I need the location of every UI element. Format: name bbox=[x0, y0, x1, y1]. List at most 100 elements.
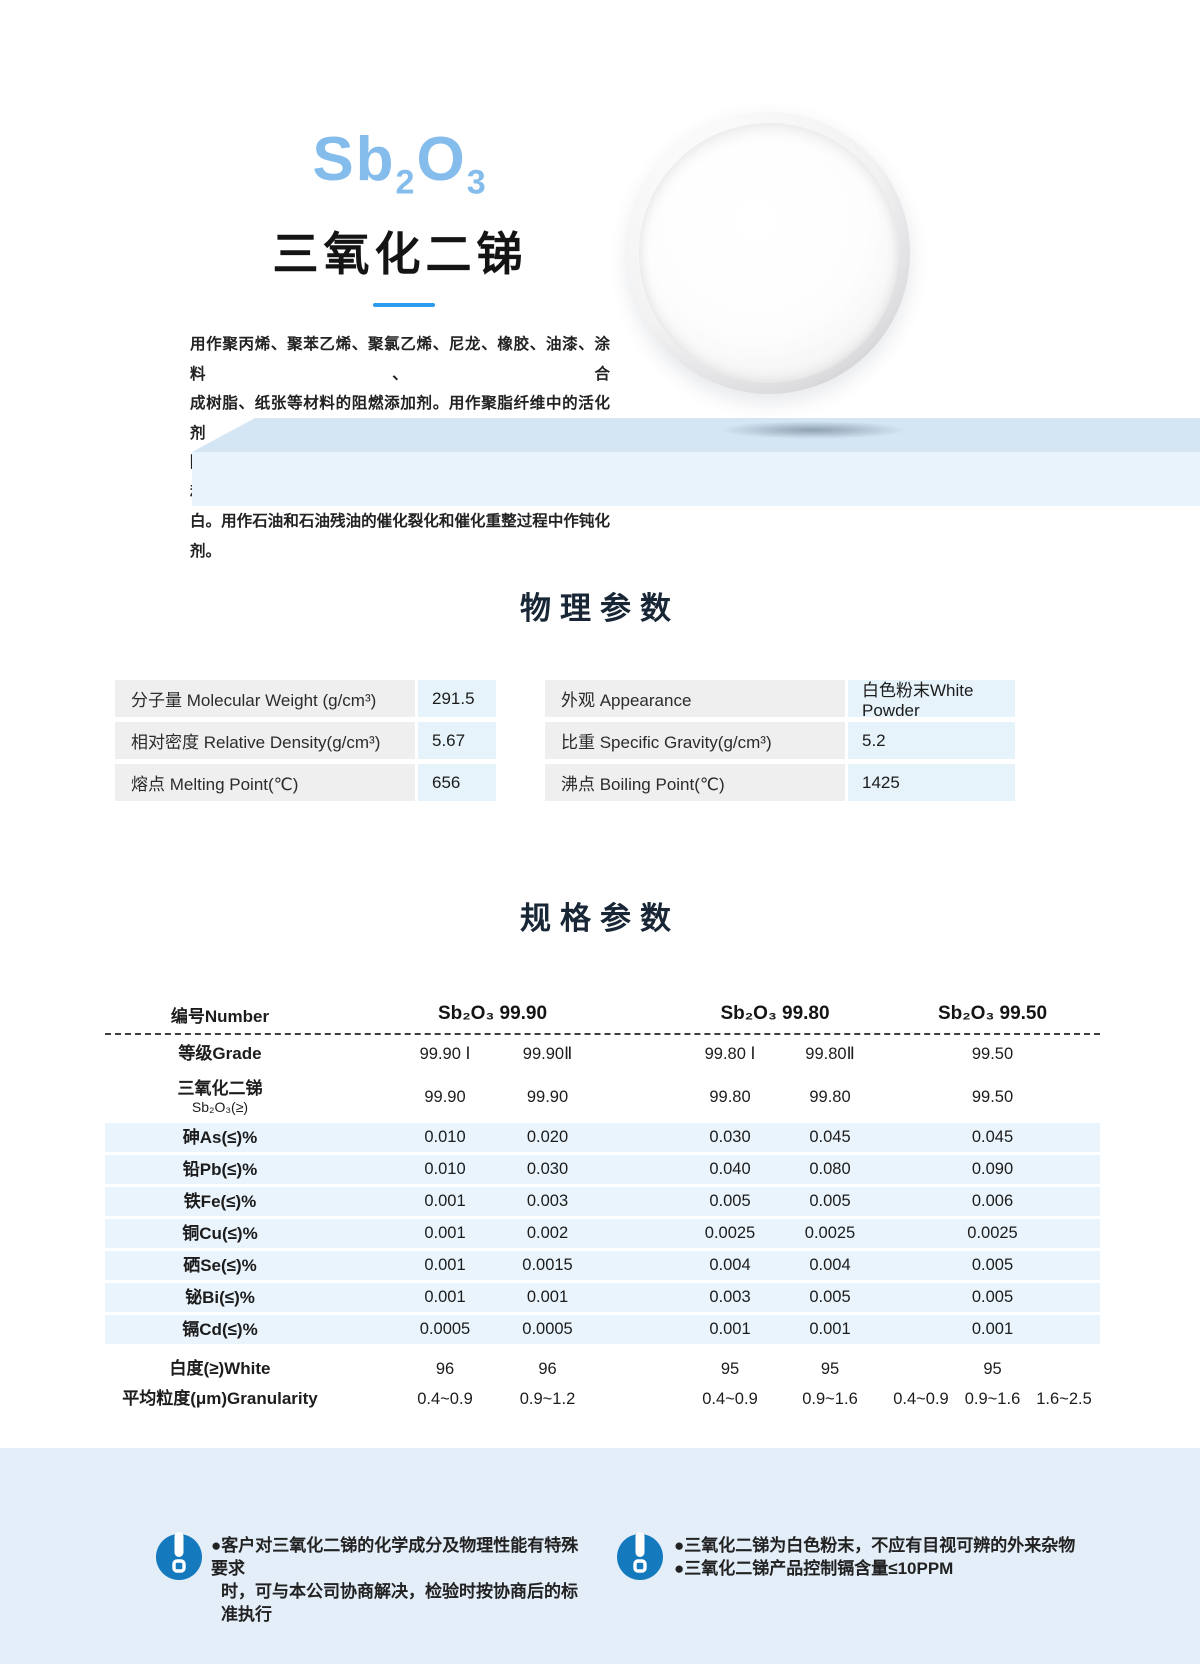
product-name: 三氧化二锑 bbox=[272, 228, 528, 280]
spec-row-purity: 三氧化二锑 Sb₂O₃(≥) 99.90 99.90 99.80 99.80 99… bbox=[105, 1071, 1100, 1123]
spec-row-copper: 铜Cu(≤)% 0.001 0.002 0.0025 0.0025 0.0025 bbox=[105, 1219, 1100, 1248]
cell-value: 0.0015 bbox=[522, 1256, 573, 1274]
cell-value: 1.6~2.5 bbox=[1036, 1389, 1092, 1408]
physical-table-right: 外观 Appearance 白色粉末White Powder 比重 Specif… bbox=[545, 680, 1015, 806]
cell-value: 0.005 bbox=[809, 1192, 851, 1210]
powder-bowl-shadow bbox=[688, 418, 938, 442]
cell-value: 0.040 bbox=[709, 1160, 751, 1178]
cell-value: 99.80 bbox=[709, 1087, 751, 1106]
table-row: 外观 Appearance 白色粉末White Powder bbox=[545, 680, 1015, 720]
cell-value: 0.020 bbox=[526, 1128, 569, 1146]
spec-row-selenium: 硒Se(≤)% 0.001 0.0015 0.004 0.004 0.005 bbox=[105, 1251, 1100, 1280]
cell-value: 0.005 bbox=[971, 1288, 1014, 1306]
spec-row-grade: 等级Grade 99.90 Ⅰ 99.90Ⅱ 99.80 Ⅰ 99.80Ⅱ 99… bbox=[105, 1037, 1100, 1071]
cell-value: 0.005 bbox=[971, 1256, 1014, 1274]
table-row: 相对密度 Relative Density(g/cm³) 5.67 bbox=[115, 722, 496, 759]
row-label: 平均粒度(μm)Granularity bbox=[122, 1389, 318, 1409]
cell-value: 0.001 bbox=[424, 1256, 466, 1274]
param-value: 5.2 bbox=[848, 722, 1015, 759]
note-line: ●三氧化二锑产品控制镉含量≤10PPM bbox=[674, 1559, 954, 1578]
cell-value: 0.090 bbox=[971, 1160, 1014, 1178]
row-label: 铋Bi(≤)% bbox=[185, 1287, 255, 1307]
cell-value: 0.030 bbox=[526, 1160, 569, 1178]
platform-front-face bbox=[192, 452, 1200, 506]
param-label: 分子量 Molecular Weight (g/cm³) bbox=[115, 680, 415, 717]
cell-value: 0.0005 bbox=[522, 1320, 573, 1338]
column-header-grade-9990: Sb₂O₃ 99.90 bbox=[437, 1003, 548, 1024]
divider-line bbox=[373, 303, 435, 307]
row-label: 白度(≥)White bbox=[169, 1359, 271, 1379]
param-label: 比重 Specific Gravity(g/cm³) bbox=[545, 722, 845, 759]
param-value: 白色粉末White Powder bbox=[848, 680, 1015, 720]
row-label: 铁Fe(≤)% bbox=[183, 1191, 257, 1211]
cell-value: 0.010 bbox=[424, 1160, 466, 1178]
cell-value: 0.001 bbox=[424, 1192, 466, 1210]
cell-value: 0.005 bbox=[809, 1288, 851, 1306]
cell-value: 99.90 bbox=[424, 1087, 466, 1106]
spec-row-lead: 铅Pb(≤)% 0.010 0.030 0.040 0.080 0.090 bbox=[105, 1155, 1100, 1184]
spec-row-cadmium: 镉Cd(≤)% 0.0005 0.0005 0.001 0.001 0.001 bbox=[105, 1315, 1100, 1344]
spec-row-bismuth: 铋Bi(≤)% 0.001 0.001 0.003 0.005 0.005 bbox=[105, 1283, 1100, 1312]
row-label-main: 三氧化二锑 bbox=[177, 1079, 263, 1099]
param-label: 外观 Appearance bbox=[545, 680, 845, 717]
note-right: ●三氧化二锑为白色粉末，不应有目视可辨的外来杂物 ●三氧化二锑产品控制镉含量≤1… bbox=[674, 1534, 1094, 1580]
cell-value: 0.0005 bbox=[419, 1320, 471, 1338]
row-label: 镉Cd(≤)% bbox=[182, 1319, 258, 1339]
table-row: 沸点 Boiling Point(℃) 1425 bbox=[545, 764, 1015, 801]
row-label: 铜Cu(≤)% bbox=[182, 1223, 258, 1243]
column-header-grade-9980: Sb₂O₃ 99.80 bbox=[720, 1003, 830, 1024]
spec-row-whiteness: 白度(≥)White 96 96 95 95 95 bbox=[105, 1354, 1100, 1384]
table-row: 熔点 Melting Point(℃) 656 bbox=[115, 764, 496, 801]
cell-value: 99.80 bbox=[809, 1087, 851, 1106]
alert-icon bbox=[156, 1532, 202, 1580]
cell-value: 0.005 bbox=[709, 1192, 751, 1210]
param-value: 5.67 bbox=[418, 722, 496, 759]
param-label: 相对密度 Relative Density(g/cm³) bbox=[115, 722, 415, 759]
row-label: 三氧化二锑 Sb₂O₃(≥) bbox=[105, 1079, 335, 1115]
cell-value: 0.9~1.6 bbox=[802, 1389, 858, 1408]
spec-table: 编号Number Sb₂O₃ 99.90 Sb₂O₃ 99.80 Sb₂O₃ 9… bbox=[105, 995, 1100, 1414]
spec-row-arsenic: 砷As(≤)% 0.010 0.020 0.030 0.045 0.045 bbox=[105, 1123, 1100, 1152]
cell-value: 96 bbox=[435, 1359, 455, 1378]
alert-icon bbox=[617, 1532, 663, 1580]
row-label-sub: Sb₂O₃(≥) bbox=[191, 1098, 249, 1115]
physical-section-title: 物理参数 bbox=[520, 591, 680, 626]
cell-value: 0.0025 bbox=[704, 1224, 756, 1242]
cell-value: 0.0025 bbox=[967, 1224, 1018, 1242]
formula-symbol: O bbox=[416, 125, 467, 194]
cell-value: 99.50 bbox=[971, 1044, 1014, 1063]
cell-value: 0.9~1.6 bbox=[964, 1389, 1021, 1408]
white-powder bbox=[639, 123, 899, 383]
cell-value: 0.001 bbox=[424, 1288, 466, 1306]
cell-value: 0.9~1.2 bbox=[519, 1389, 576, 1408]
cell-value: 99.50 bbox=[971, 1087, 1014, 1106]
row-label: 铅Pb(≤)% bbox=[182, 1159, 258, 1179]
param-value: 291.5 bbox=[418, 680, 496, 717]
cell-value: 0.004 bbox=[709, 1256, 751, 1274]
table-row: 比重 Specific Gravity(g/cm³) 5.2 bbox=[545, 722, 1015, 759]
formula-symbol: Sb bbox=[312, 125, 396, 194]
formula-title: Sb2O3 bbox=[150, 124, 650, 202]
description-line: 白。用作石油和石油残油的催化裂化和催化重整过程中作钝化剂。 bbox=[190, 513, 610, 560]
cell-value: 99.80 Ⅰ bbox=[704, 1045, 756, 1063]
cell-value: 0.045 bbox=[809, 1128, 851, 1146]
note-left: ●客户对三氧化二锑的化学成分及物理性能有特殊要求 时，可与本公司协商解决，检验时… bbox=[211, 1534, 581, 1626]
cell-value: 0.001 bbox=[526, 1288, 569, 1306]
note-line: 时，可与本公司协商解决，检验时按协商后的标准执行 bbox=[221, 1582, 578, 1624]
note-line: ●三氧化二锑为白色粉末，不应有目视可辨的外来杂物 bbox=[674, 1536, 1076, 1555]
cell-value: 0.001 bbox=[971, 1320, 1014, 1338]
cell-value: 0.4~0.9 bbox=[417, 1389, 473, 1408]
cell-value: 95 bbox=[820, 1359, 840, 1378]
note-line: ●客户对三氧化二锑的化学成分及物理性能有特殊要求 bbox=[211, 1536, 579, 1578]
table-row: 分子量 Molecular Weight (g/cm³) 291.5 bbox=[115, 680, 496, 717]
column-header-grade-9950: Sb₂O₃ 99.50 bbox=[937, 1003, 1048, 1024]
spec-section-title: 规格参数 bbox=[520, 901, 680, 936]
cell-value: 95 bbox=[983, 1359, 1002, 1378]
platform-top-surface bbox=[192, 418, 1200, 452]
cell-value: 0.001 bbox=[809, 1320, 851, 1338]
physical-table-left: 分子量 Molecular Weight (g/cm³) 291.5 相对密度 … bbox=[115, 680, 496, 806]
cell-value: 0.003 bbox=[709, 1288, 751, 1306]
spec-row-iron: 铁Fe(≤)% 0.001 0.003 0.005 0.005 0.006 bbox=[105, 1187, 1100, 1216]
cell-value: 0.004 bbox=[809, 1256, 851, 1274]
